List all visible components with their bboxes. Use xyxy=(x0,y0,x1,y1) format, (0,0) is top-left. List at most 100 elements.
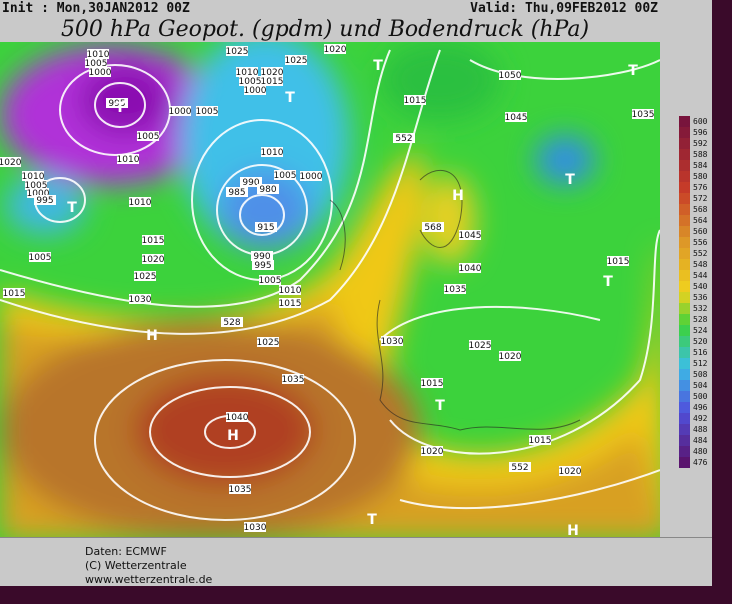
label-box xyxy=(226,46,248,56)
label-box xyxy=(196,106,218,116)
label-box xyxy=(244,85,266,95)
isobar-label: 1025 xyxy=(469,341,492,351)
label-box xyxy=(117,154,139,164)
isobar-label: 1005 xyxy=(196,107,219,117)
label-box xyxy=(381,336,403,346)
colorbar-swatch xyxy=(679,171,690,182)
colorbar-tick-label: 592 xyxy=(693,139,708,148)
label-box xyxy=(393,133,415,143)
pressure-center: T xyxy=(603,274,613,290)
isobar-label: 1005 xyxy=(239,77,262,87)
isobar-label: 1015 xyxy=(261,77,284,87)
label-box xyxy=(505,112,527,122)
isobar-label: 1020 xyxy=(142,255,165,265)
isobar-label: 990 xyxy=(242,178,259,188)
colorbar-swatch xyxy=(679,292,690,303)
isobar-label: 1025 xyxy=(257,338,280,348)
colorbar-swatch xyxy=(679,259,690,270)
colorbar-tick-label: 480 xyxy=(693,447,708,456)
colorbar-swatch xyxy=(679,402,690,413)
colorbar-tick-label: 544 xyxy=(693,271,708,280)
colorbar-tick-label: 520 xyxy=(693,337,708,346)
colorbar-swatch xyxy=(679,182,690,193)
label-box xyxy=(421,378,443,388)
isobar-label: 915 xyxy=(257,223,274,233)
colorbar-tick-label: 508 xyxy=(693,370,708,379)
colorbar-tick-label: 596 xyxy=(693,128,708,137)
label-box xyxy=(459,263,481,273)
colorbar-tick-label: 584 xyxy=(693,161,708,170)
pressure-center: H xyxy=(567,523,579,539)
pressure-center: T xyxy=(373,58,383,74)
isobar-label: 1020 xyxy=(559,467,582,477)
isobar-label: 1000 xyxy=(89,68,112,78)
footer-line: www.wetterzentrale.de xyxy=(85,573,213,586)
isobar-label: 995 xyxy=(36,196,53,206)
colorbar-swatch xyxy=(679,215,690,226)
isobar-label: 1000 xyxy=(244,86,267,96)
label-box xyxy=(279,285,301,295)
isobar-label: 1045 xyxy=(505,113,528,123)
isobar-label: 1030 xyxy=(129,295,152,305)
label-box xyxy=(444,284,466,294)
isobar-label: 1040 xyxy=(459,264,482,274)
label-box xyxy=(129,197,151,207)
label-box xyxy=(0,157,21,167)
isobar-label: 1010 xyxy=(279,286,302,296)
isobar-label: 1010 xyxy=(129,198,152,208)
bottom-band xyxy=(0,586,732,604)
pressure-center: H xyxy=(452,188,464,204)
colorbar-swatch xyxy=(679,325,690,336)
isobar-label: 1035 xyxy=(229,485,252,495)
colorbar-tick-label: 500 xyxy=(693,392,708,401)
isobar-label: 1025 xyxy=(285,56,308,66)
label-box xyxy=(27,188,49,198)
label-box xyxy=(137,131,159,141)
label-box xyxy=(509,462,531,472)
label-box xyxy=(404,95,426,105)
pressure-center: H xyxy=(227,428,239,444)
colorbar-swatch xyxy=(679,149,690,160)
init-time: Init : Mon,30JAN2012 00Z xyxy=(2,1,190,16)
colorbar-swatch xyxy=(679,336,690,347)
label-box xyxy=(221,317,243,327)
isobar-label: 980 xyxy=(259,185,276,195)
label-box xyxy=(459,230,481,240)
colorbar-swatch xyxy=(679,380,690,391)
footer-line: Daten: ECMWF xyxy=(85,545,167,558)
isobar-label: 1005 xyxy=(274,171,297,181)
label-box xyxy=(134,271,156,281)
label-box xyxy=(244,522,266,532)
colorbar-tick-label: 556 xyxy=(693,238,708,247)
colorbar-swatch xyxy=(679,391,690,402)
isobar-label: 1010 xyxy=(261,148,284,158)
colorbar-tick-label: 524 xyxy=(693,326,708,335)
colorbar-tick-label: 512 xyxy=(693,359,708,368)
label-box xyxy=(251,251,273,261)
colorbar-swatch xyxy=(679,281,690,292)
isobar-label: 568 xyxy=(424,223,441,233)
isobar-label: 1010 xyxy=(236,68,259,78)
label-box xyxy=(25,180,47,190)
label-box xyxy=(236,67,258,77)
colorbar-tick-label: 568 xyxy=(693,205,708,214)
label-box xyxy=(300,171,322,181)
isobar-label: 995 xyxy=(254,261,271,271)
colorbar-swatch xyxy=(679,127,690,138)
isobar-label: 1015 xyxy=(279,299,302,309)
colorbar-swatch xyxy=(679,435,690,446)
label-box xyxy=(229,484,251,494)
label-box xyxy=(252,260,274,270)
pressure-center: T xyxy=(435,398,445,414)
colorbar-swatch xyxy=(679,193,690,204)
label-box xyxy=(226,412,248,422)
label-box xyxy=(632,109,654,119)
colorbar-tick-label: 484 xyxy=(693,436,708,445)
label-box xyxy=(422,222,444,232)
colorbar-tick-label: 560 xyxy=(693,227,708,236)
colorbar-swatch xyxy=(679,358,690,369)
colorbar-tick-label: 540 xyxy=(693,282,708,291)
label-box xyxy=(261,147,283,157)
isobar-label: 1050 xyxy=(499,71,522,81)
